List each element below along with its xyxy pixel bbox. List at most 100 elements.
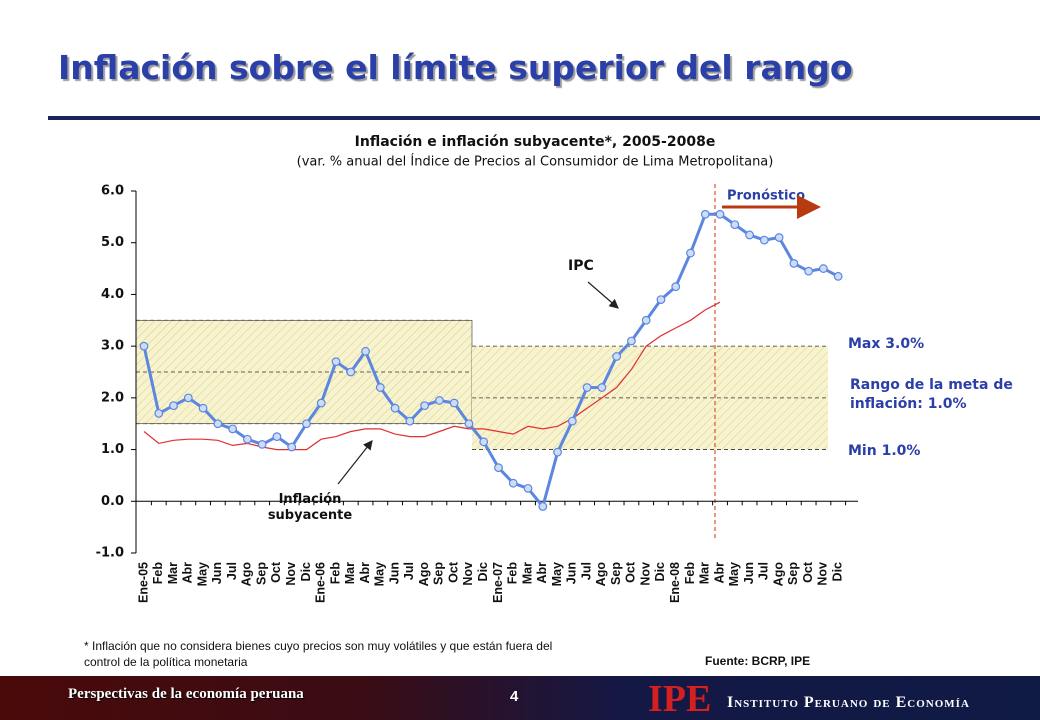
data-point [508,478,518,488]
x-tick-label: Jun [210,562,224,584]
data-point [242,434,252,444]
data-point [435,396,444,405]
x-tick-label: Feb [683,562,697,585]
x-tick-label: Abr [181,562,195,584]
data-point [612,352,622,361]
data-point [494,463,503,473]
x-tick-label: Ene-07 [491,562,505,603]
data-point [582,383,592,392]
y-tick-label: 6.0 [101,184,124,199]
range-label: Rango de la meta de inflación: 1.0% [850,377,1013,412]
data-point [819,264,828,273]
x-tick-label: May [550,562,564,586]
x-tick-label: Ago [594,562,608,587]
y-tick-label: 4.0 [101,287,124,302]
slide-title: Inflación sobre el límite superior del r… [58,48,853,87]
data-point [759,235,769,245]
x-tick-label: Oct [446,561,460,583]
x-tick-label: Ene-08 [668,562,682,603]
x-tick-label: Jul [402,562,416,580]
min-label: Min 1.0% [848,443,920,459]
y-tick-label: 1.0 [101,442,124,457]
data-point [375,383,385,392]
x-tick-label: Feb [151,562,165,585]
x-tick-label: Dic [476,562,490,582]
series-line [143,301,721,451]
footer-bar [0,676,1040,720]
source: Fuente: BCRP, IPE [705,654,811,668]
chart: Inflación e inflación subyacente*, 2005-… [96,134,925,603]
x-tick-label: May [727,562,741,586]
data-point [789,259,799,268]
x-tick-label: Jun [387,562,401,584]
data-point [730,220,740,230]
max-label: Max 3.0% [848,336,924,352]
data-point [228,424,238,434]
data-point [331,357,341,367]
page-number: 4 [510,688,519,705]
x-tick-label: Dic [830,562,844,582]
data-point [745,230,754,240]
x-tick-label: May [195,562,209,586]
data-point [346,367,356,377]
data-point [464,419,474,429]
data-point [656,295,666,305]
data-point [671,282,681,292]
x-tick-label: Feb [506,562,520,585]
x-tick-label: Abr [535,562,549,584]
data-point [686,248,695,258]
x-tick-label: Abr [712,562,726,584]
x-tick-label: Ene-06 [314,562,328,603]
data-point [316,398,326,408]
chart-title: Inflación e inflación subyacente*, 2005-… [355,134,716,150]
footnote: * Inflación que no considera bienes cuyo… [84,639,553,669]
x-tick-label: Jun [742,562,756,584]
x-tick-label: Feb [328,562,342,585]
x-tick-label: Dic [299,562,313,582]
x-tick-label: Nov [461,562,475,586]
data-point [405,416,415,426]
x-tick-label: Mar [698,562,712,584]
data-point [272,432,282,442]
data-point [553,447,562,457]
data-point [627,336,636,346]
chart-subtitle: (var. % anual del Índice de Precios al C… [297,154,774,170]
data-point [700,209,710,219]
data-point [198,403,208,413]
institute-name: Instituto Peruano de Economía [727,694,970,711]
x-tick-label: Oct [801,561,815,583]
x-tick-label: Abr [358,562,372,584]
data-point [287,442,297,452]
data-point [804,266,814,276]
x-tick-label: Sep [786,562,800,585]
x-tick-label: Mar [520,562,534,584]
y-tick-label: -1.0 [96,546,124,561]
core-arrow [337,440,373,485]
x-tick-label: Ago [771,562,785,587]
data-point [833,271,843,281]
x-tick-label: May [373,562,387,586]
x-tick-label: Nov [284,562,298,586]
data-point [420,401,430,411]
x-tick-label: Nov [638,562,652,586]
data-point [302,419,311,429]
data-point [449,398,459,408]
x-tick-label: Oct [624,561,638,583]
data-point [597,383,607,392]
data-point [567,416,577,426]
y-tick-label: 0.0 [101,494,124,509]
data-point [774,233,784,242]
ipc-label: IPC [568,258,594,274]
data-point [257,440,267,449]
ipc-arrow [587,281,619,309]
y-tick-label: 3.0 [101,339,124,354]
logo: IPE [648,678,712,720]
x-tick-label: Sep [609,562,623,585]
x-tick-label: Jul [579,562,593,580]
core-label: Inflación subyacente [267,492,353,523]
x-tick-label: Mar [166,562,180,584]
x-tick-label: Ene-05 [136,562,150,603]
x-tick-label: Nov [816,562,830,586]
x-tick-label: Jun [565,562,579,584]
